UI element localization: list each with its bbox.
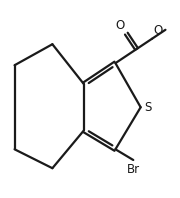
Text: O: O (154, 24, 163, 37)
Text: S: S (144, 101, 151, 114)
Text: O: O (115, 19, 125, 32)
Text: Br: Br (127, 163, 140, 176)
